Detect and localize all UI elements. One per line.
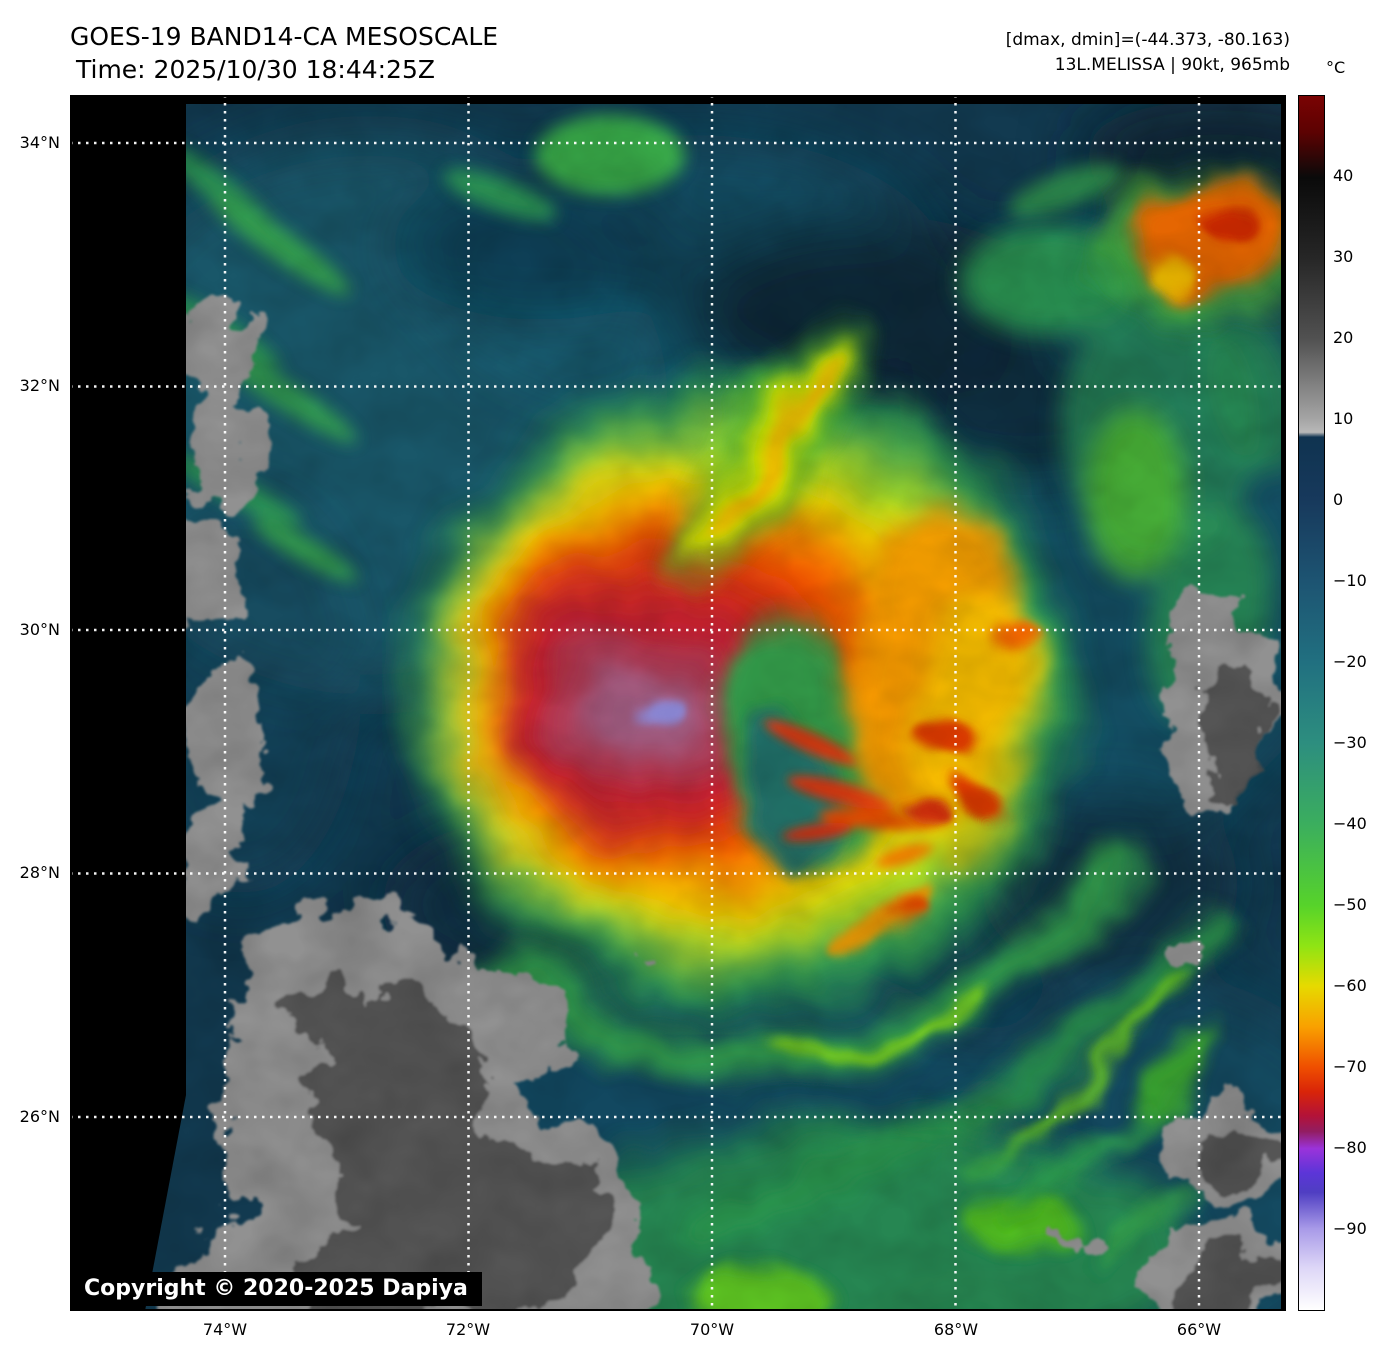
no-data-strip-top bbox=[70, 95, 1286, 104]
plot-title: GOES-19 BAND14-CA MESOSCALE bbox=[70, 22, 499, 51]
colorbar-tick: −70 bbox=[1333, 1057, 1367, 1076]
lon-label: 74°W bbox=[202, 1320, 248, 1339]
colorbar-tick: 40 bbox=[1333, 166, 1354, 185]
lat-label: 30°N bbox=[19, 620, 60, 639]
lat-label: 34°N bbox=[19, 133, 60, 152]
colorbar-tick: 20 bbox=[1333, 328, 1354, 347]
colorbar-tick: 0 bbox=[1333, 490, 1344, 509]
map-border bbox=[70, 95, 1286, 1311]
lon-label: 72°W bbox=[445, 1320, 491, 1339]
colorbar-tick: −60 bbox=[1333, 976, 1367, 995]
colorbar-tick: −40 bbox=[1333, 814, 1367, 833]
dmax-dmin-label: [dmax, dmin]=(-44.373, -80.163) bbox=[1005, 30, 1290, 50]
graticule bbox=[70, 95, 1286, 1311]
colorbar-tick: −90 bbox=[1333, 1219, 1367, 1238]
lat-label: 28°N bbox=[19, 863, 60, 882]
colorbar-unit-label: °C bbox=[1326, 58, 1346, 77]
annotation-block: [dmax, dmin]=(-44.373, -80.163) 13L.MELI… bbox=[1006, 28, 1290, 78]
no-data-strip-left bbox=[70, 95, 186, 1311]
colorbar-tick: −30 bbox=[1333, 733, 1367, 752]
no-data-strip-right bbox=[1281, 95, 1286, 1311]
colorbar-tick: 10 bbox=[1333, 409, 1354, 428]
colorbar-tick: −50 bbox=[1333, 895, 1367, 914]
grain-overlay bbox=[70, 95, 1286, 1311]
lat-label: 26°N bbox=[19, 1107, 60, 1126]
copyright-badge: Copyright © 2020-2025 Dapiya bbox=[70, 1272, 482, 1306]
lat-label: 32°N bbox=[19, 376, 60, 395]
lon-label: 66°W bbox=[1176, 1320, 1222, 1339]
lon-label: 68°W bbox=[933, 1320, 979, 1339]
colorbar-tick: −80 bbox=[1333, 1138, 1367, 1157]
satellite-image bbox=[70, 95, 1286, 1311]
colorbar-tick: −10 bbox=[1333, 571, 1367, 590]
lon-label: 70°W bbox=[689, 1320, 735, 1339]
colorbar-tick: −20 bbox=[1333, 652, 1367, 671]
colorbar-tick: 30 bbox=[1333, 247, 1354, 266]
satellite-map bbox=[70, 95, 1286, 1311]
storm-info-label: 13L.MELISSA | 90kt, 965mb bbox=[1054, 55, 1290, 75]
plot-time-label: Time: 2025/10/30 18:44:25Z bbox=[76, 55, 435, 84]
colorbar bbox=[1298, 95, 1325, 1311]
